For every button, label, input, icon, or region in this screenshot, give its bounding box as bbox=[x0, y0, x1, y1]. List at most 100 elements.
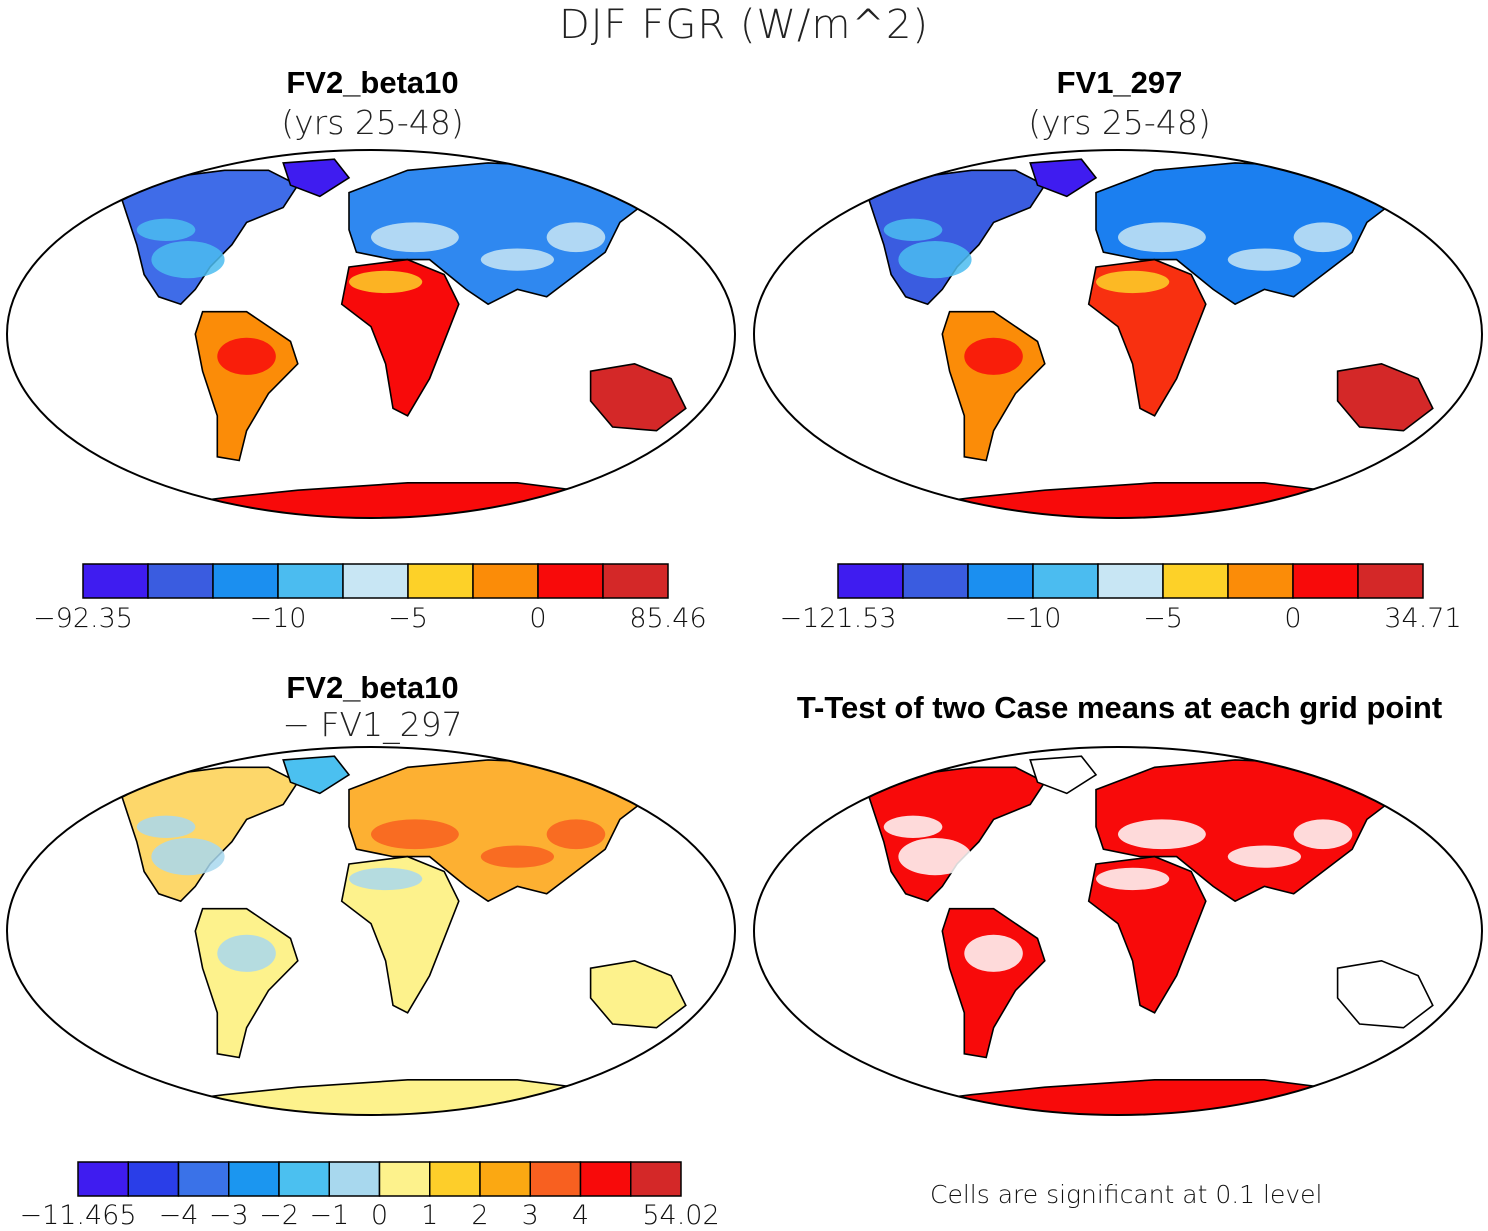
figure-title: DJF FGR (W/m^2) bbox=[559, 2, 929, 48]
texture-blob bbox=[964, 337, 1023, 375]
panel-tl-colorbar bbox=[82, 563, 669, 599]
colorbar-swatch bbox=[967, 563, 1034, 599]
colorbar-tick-label: −2 bbox=[259, 1200, 299, 1231]
texture-blob bbox=[136, 218, 196, 241]
texture-blob bbox=[371, 819, 459, 850]
texture-blob bbox=[217, 934, 276, 972]
texture-blob bbox=[480, 248, 554, 271]
texture-blob bbox=[480, 845, 554, 868]
texture-blob bbox=[349, 270, 423, 294]
colorbar-swatch bbox=[1032, 563, 1099, 599]
texture-blob bbox=[898, 838, 972, 876]
texture-blob bbox=[1227, 248, 1301, 271]
colorbar-swatch bbox=[228, 1161, 280, 1197]
texture-blob bbox=[349, 867, 423, 891]
colorbar-swatch bbox=[472, 563, 539, 599]
texture-blob bbox=[1293, 819, 1353, 850]
colorbar-swatch bbox=[147, 563, 214, 599]
greenland-shape bbox=[282, 755, 351, 795]
colorbar-tick-label: 0 bbox=[1284, 603, 1302, 634]
colorbar-tick-label: 54.02 bbox=[642, 1200, 720, 1231]
texture-blob bbox=[151, 838, 225, 876]
texture-blob bbox=[898, 241, 972, 279]
colorbar-tick-label: −92.35 bbox=[33, 603, 133, 634]
australia-shape bbox=[589, 362, 687, 432]
colorbar-tick-label: −5 bbox=[1143, 603, 1183, 634]
colorbar-swatch bbox=[82, 563, 149, 599]
colorbar-swatch bbox=[537, 563, 604, 599]
colorbar-tick-label: 4 bbox=[571, 1200, 590, 1231]
panel-br-map bbox=[753, 746, 1483, 1116]
colorbar-swatch bbox=[837, 563, 904, 599]
panel-tl-title: FV2_beta10 bbox=[286, 65, 459, 100]
panel-tr-subtitle: (yrs 25-48) bbox=[1028, 103, 1211, 142]
colorbar-tick-label: −10 bbox=[249, 603, 307, 634]
colorbar-tick-label: −1 bbox=[309, 1200, 350, 1231]
greenland-shape bbox=[1029, 755, 1098, 795]
colorbar-swatch bbox=[429, 1161, 481, 1197]
panel-tr-map bbox=[753, 149, 1483, 519]
colorbar-swatch bbox=[1292, 563, 1359, 599]
texture-blob bbox=[1096, 867, 1170, 891]
colorbar-swatch bbox=[342, 563, 409, 599]
colorbar-tick-label: 85.46 bbox=[629, 603, 707, 634]
greenland-shape bbox=[282, 158, 351, 198]
panel-tl-subtitle: (yrs 25-48) bbox=[281, 103, 464, 142]
colorbar-tick-label: 0 bbox=[529, 603, 547, 634]
colorbar-swatch bbox=[902, 563, 969, 599]
texture-blob bbox=[883, 218, 943, 241]
panel-bl-subtitle: − FV1_297 bbox=[282, 705, 463, 744]
colorbar-swatch bbox=[77, 1161, 129, 1197]
colorbar-swatch bbox=[479, 1161, 531, 1197]
colorbar-tick-label: −121.53 bbox=[779, 603, 897, 634]
colorbar-swatch bbox=[407, 563, 474, 599]
africa-shape bbox=[340, 855, 460, 1014]
colorbar-tick-label: −5 bbox=[388, 603, 428, 634]
colorbar-swatch bbox=[579, 1161, 632, 1197]
colorbar-tick-label: −10 bbox=[1004, 603, 1062, 634]
colorbar-swatch bbox=[602, 563, 669, 599]
texture-blob bbox=[136, 815, 196, 838]
australia-shape bbox=[589, 959, 687, 1029]
panel-tr-title: FV1_297 bbox=[1056, 65, 1183, 100]
texture-blob bbox=[151, 241, 225, 279]
colorbar-swatch bbox=[277, 563, 344, 599]
panel-bl-map bbox=[6, 746, 736, 1116]
texture-blob bbox=[217, 337, 276, 375]
colorbar-tick-label: 0 bbox=[370, 1200, 389, 1231]
texture-blob bbox=[371, 222, 459, 253]
panel-br-note: Cells are significant at 0.1 level bbox=[930, 1180, 1323, 1209]
colorbar-swatch bbox=[1162, 563, 1229, 599]
africa-shape bbox=[1087, 258, 1207, 417]
texture-blob bbox=[546, 819, 606, 850]
colorbar-tick-label: 1 bbox=[421, 1200, 439, 1231]
colorbar-tick-label: −3 bbox=[208, 1200, 249, 1231]
panel-tr-colorbar bbox=[837, 563, 1424, 599]
colorbar-swatch bbox=[630, 1161, 682, 1197]
colorbar-swatch bbox=[212, 563, 279, 599]
panel-bl-title: FV2_beta10 bbox=[286, 670, 459, 705]
colorbar-tick-label: 3 bbox=[521, 1200, 539, 1231]
texture-blob bbox=[964, 934, 1023, 972]
colorbar-tick-label: −11.465 bbox=[19, 1200, 137, 1231]
australia-shape bbox=[1336, 959, 1434, 1029]
colorbar-tick-label: 34.71 bbox=[1384, 603, 1462, 634]
colorbar-swatch bbox=[328, 1161, 381, 1197]
africa-shape bbox=[340, 258, 460, 417]
texture-blob bbox=[1118, 819, 1206, 850]
panel-tl-map bbox=[6, 149, 736, 519]
colorbar-swatch bbox=[1227, 563, 1294, 599]
colorbar-tick-label: 2 bbox=[471, 1200, 489, 1231]
africa-shape bbox=[1087, 855, 1207, 1014]
texture-blob bbox=[883, 815, 943, 838]
colorbar-swatch bbox=[1357, 563, 1424, 599]
colorbar-swatch bbox=[127, 1161, 180, 1197]
texture-blob bbox=[1118, 222, 1206, 253]
texture-blob bbox=[1096, 270, 1170, 294]
colorbar-tick-label: −4 bbox=[158, 1200, 199, 1231]
colorbar-swatch bbox=[1097, 563, 1164, 599]
colorbar-swatch bbox=[378, 1161, 431, 1197]
texture-blob bbox=[546, 222, 606, 253]
colorbar-swatch bbox=[177, 1161, 230, 1197]
panel-bl-colorbar bbox=[77, 1161, 682, 1197]
